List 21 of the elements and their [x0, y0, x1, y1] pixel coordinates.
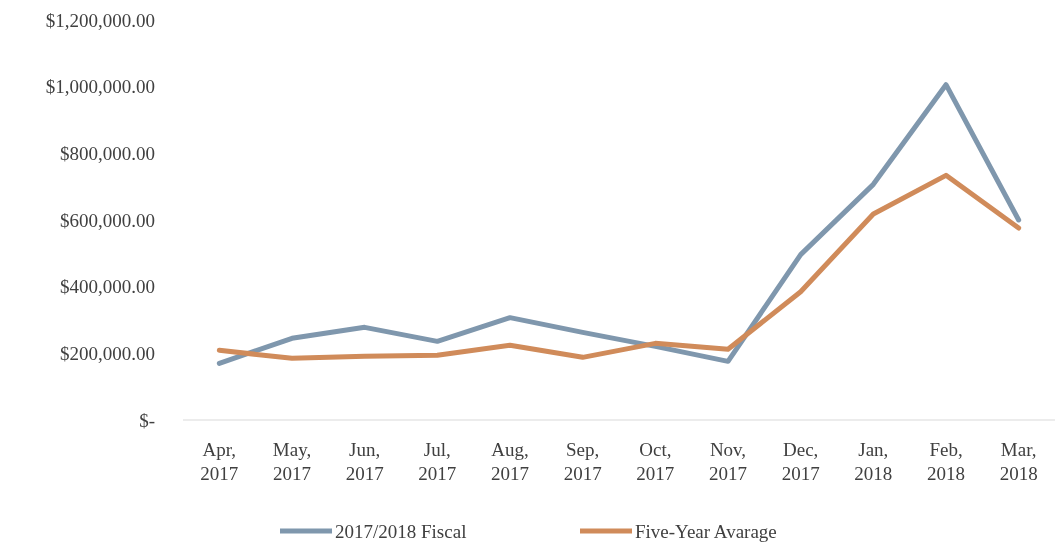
x-tick-label: Apr, 2017 — [200, 439, 239, 484]
y-tick-label: $400,000.00 — [60, 276, 155, 298]
x-tick-label: Dec, 2017 — [781, 439, 820, 484]
y-tick-label: $600,000.00 — [60, 209, 155, 231]
x-tick-label: Jul, 2017 — [418, 439, 457, 484]
y-tick-label: $1,000,000.00 — [45, 76, 155, 98]
x-tick-label: Jun, 2017 — [345, 439, 384, 484]
legend-label: Five-Year Avarage — [635, 520, 777, 542]
x-tick-label: Aug, 2017 — [491, 439, 529, 484]
y-tick-label: $1,200,000.00 — [45, 9, 155, 31]
x-tick-label: Oct, 2017 — [636, 439, 675, 484]
legend-label: 2017/2018 Fiscal — [335, 520, 467, 542]
x-tick-label: Nov, 2017 — [709, 439, 747, 484]
y-tick-label: $200,000.00 — [60, 342, 155, 364]
y-tick-label: $- — [139, 409, 155, 431]
x-tick-label: May, 2017 — [272, 439, 312, 484]
x-tick-label: Sep, 2017 — [563, 439, 602, 484]
x-tick-label: Feb, 2018 — [927, 439, 965, 484]
x-tick-label: Jan, 2018 — [854, 439, 893, 484]
y-tick-label: $800,000.00 — [60, 142, 155, 164]
x-tick-label: Mar, 2018 — [999, 439, 1038, 484]
